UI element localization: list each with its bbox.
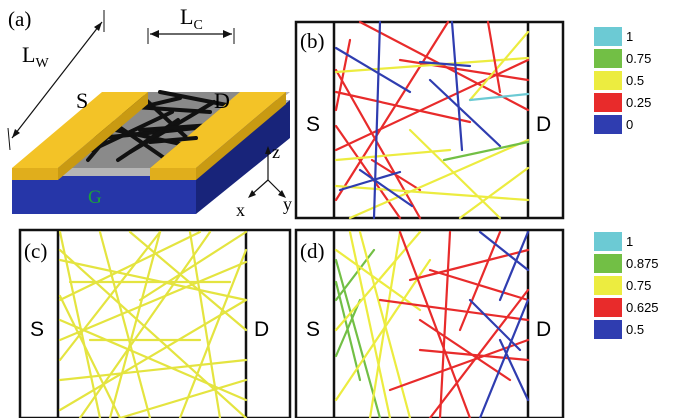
panel-c [18, 228, 292, 418]
legend-bottom-label-1: 0.875 [626, 256, 659, 271]
legend-bottom-label-4: 0.5 [626, 322, 644, 337]
source-electrode-top [12, 92, 148, 168]
lw-dimension-arrow [11, 21, 103, 139]
panel-d-source-label: S [306, 318, 320, 341]
drain-electrode-top [150, 92, 286, 168]
panel-b-nanotubes [334, 20, 530, 220]
panel-c-tag: (c) [24, 239, 47, 263]
panel-c-source-label: S [30, 318, 44, 341]
legend-bottom-swatch-0 [594, 232, 622, 251]
legend-bottom: 1 0.875 0.75 0.625 0.5 [594, 232, 659, 339]
gate-side [196, 100, 290, 214]
legend-bottom-swatch-4 [594, 320, 622, 339]
legend-top-label-2: 0.5 [626, 73, 644, 88]
legend-bottom-swatch-2 [594, 276, 622, 295]
legend-top-swatch-1 [594, 49, 622, 68]
panel-d-drain-label: D [536, 318, 551, 341]
drain-electrode-side [196, 92, 286, 180]
gate-front [12, 176, 196, 214]
legend-bottom-swatch-3 [594, 298, 622, 317]
panel-a-tag: (a) [8, 7, 31, 31]
panel-b-tag: (b) [300, 29, 325, 53]
legend-top-swatch-2 [594, 71, 622, 90]
panel-b-drain-label: D [536, 113, 551, 136]
panel-c-frame [18, 228, 292, 418]
source-electrode-side [58, 92, 148, 180]
legend-top: 1 0.75 0.5 0.25 0 [594, 27, 651, 134]
gate-label: G [88, 187, 102, 208]
panel-d-tag: (d) [300, 239, 325, 263]
panel-d-nanotubes [334, 230, 530, 418]
legend-top-label-4: 0 [626, 117, 633, 132]
legend-top-label-1: 0.75 [626, 51, 651, 66]
legend-top-label-0: 1 [626, 29, 633, 44]
legend-bottom-label-0: 1 [626, 234, 633, 249]
legend-top-label-3: 0.25 [626, 95, 651, 110]
panel-c-nanotubes [58, 230, 248, 418]
drain-label-3d: D [214, 88, 230, 113]
drain-electrode-front [150, 168, 196, 180]
legend-top-swatch-4 [594, 115, 622, 134]
legend-top-swatch-0 [594, 27, 622, 46]
lw-label: LW [22, 42, 49, 71]
legend-top-swatch-3 [594, 93, 622, 112]
axis-z-label: z [272, 142, 280, 162]
legend-bottom-label-3: 0.625 [626, 300, 659, 315]
panel-d [294, 228, 565, 418]
legend-bottom-label-2: 0.75 [626, 278, 651, 293]
lc-label: LC [180, 4, 203, 33]
panel-b-source-label: S [306, 113, 320, 136]
source-electrode-front [12, 168, 58, 180]
legend-bottom-swatch-1 [594, 254, 622, 273]
panel-b [294, 20, 565, 220]
source-label-3d: S [76, 88, 88, 113]
axis-x-label: x [236, 200, 245, 220]
panel-a-device [7, 10, 290, 214]
panel-c-drain-label: D [254, 318, 269, 341]
axis-y-label: y [283, 194, 292, 214]
